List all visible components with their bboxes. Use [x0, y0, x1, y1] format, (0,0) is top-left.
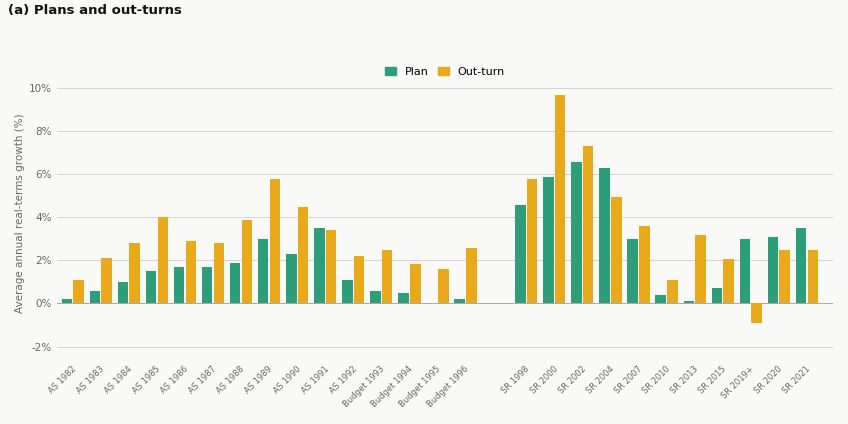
Bar [779, 250, 790, 304]
Legend: Plan, Out-turn: Plan, Out-turn [385, 67, 505, 77]
Bar [583, 146, 594, 304]
Bar [146, 271, 156, 304]
Bar [795, 228, 806, 304]
Bar [807, 250, 818, 304]
Bar [611, 197, 622, 304]
Bar [286, 254, 297, 304]
Bar [314, 228, 325, 304]
Bar [723, 259, 734, 304]
Bar [438, 269, 449, 304]
Bar [711, 288, 722, 304]
Bar [466, 248, 477, 304]
Bar [399, 293, 409, 304]
Bar [186, 241, 196, 304]
Bar [258, 239, 269, 304]
Bar [158, 218, 168, 304]
Bar [202, 267, 212, 304]
Bar [90, 290, 100, 304]
Bar [455, 299, 465, 304]
Y-axis label: Average annual real-terms growth (%): Average annual real-terms growth (%) [15, 113, 25, 313]
Bar [767, 237, 778, 304]
Bar [354, 256, 365, 304]
Bar [174, 267, 184, 304]
Bar [382, 250, 393, 304]
Bar [242, 220, 252, 304]
Bar [371, 290, 381, 304]
Bar [230, 262, 241, 304]
Bar [410, 264, 421, 304]
Bar [527, 179, 538, 304]
Bar [270, 179, 280, 304]
Bar [572, 162, 582, 304]
Bar [555, 95, 566, 304]
Bar [326, 230, 337, 304]
Bar [73, 280, 84, 304]
Bar [639, 226, 650, 304]
Text: (a) Plans and out-turns: (a) Plans and out-turns [8, 4, 182, 17]
Bar [628, 239, 638, 304]
Bar [214, 243, 224, 304]
Bar [751, 304, 762, 323]
Bar [544, 176, 554, 304]
Bar [130, 243, 140, 304]
Bar [62, 299, 72, 304]
Bar [343, 280, 353, 304]
Bar [667, 280, 678, 304]
Bar [102, 258, 112, 304]
Bar [695, 234, 706, 304]
Bar [683, 301, 694, 304]
Bar [118, 282, 128, 304]
Bar [298, 206, 309, 304]
Bar [656, 295, 666, 304]
Bar [516, 204, 526, 304]
Bar [600, 168, 610, 304]
Bar [739, 239, 750, 304]
